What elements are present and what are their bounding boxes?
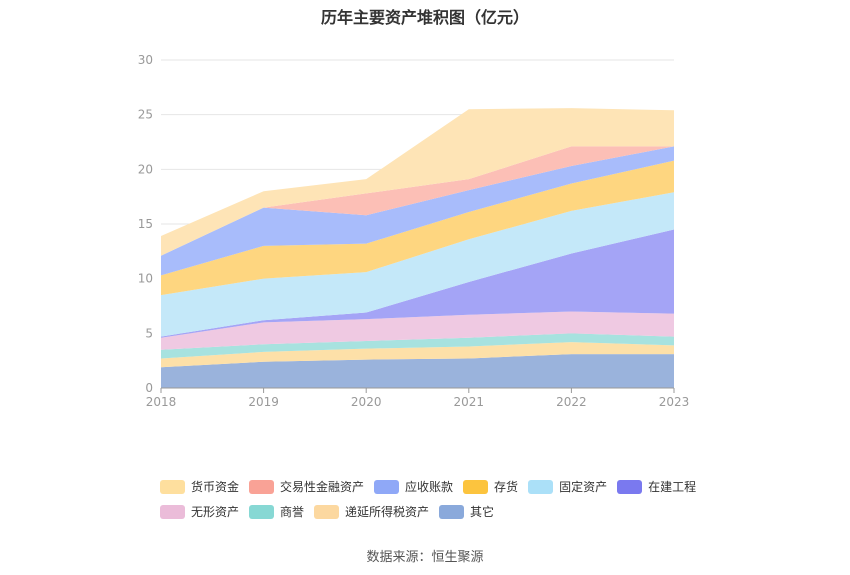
area-series-无形资产 (161, 311, 674, 350)
legend-item[interactable]: 存货 (463, 478, 518, 495)
legend-item[interactable]: 应收账款 (374, 478, 453, 495)
legend-swatch (463, 479, 489, 494)
legend-label: 在建工程 (648, 480, 697, 494)
area-series-在建工程 (161, 229, 674, 338)
x-tick-label: 2018 (146, 395, 177, 409)
area-series-其它 (161, 354, 674, 388)
data-source: 数据来源：恒生聚源 (366, 550, 484, 565)
legend-swatch (617, 479, 643, 494)
legend-item[interactable]: 固定资产 (528, 478, 607, 495)
legend-label: 递延所得税资产 (345, 505, 430, 519)
stacked-area-chart: 0 5 10 15 20 25 30 2018 2019 2020 2021 2022 2023 (138, 53, 690, 409)
area-series (161, 108, 674, 388)
area-series-货币资金 (161, 108, 674, 256)
area-series-递延所得税资产 (161, 342, 674, 368)
legend-swatch (160, 504, 185, 519)
y-tick-label: 20 (138, 162, 153, 176)
x-tick-label: 2020 (351, 395, 382, 409)
legend-swatch (374, 479, 400, 494)
y-tick-label: 15 (138, 217, 153, 231)
chart-title: 历年主要资产堆积图（亿元） (320, 8, 529, 27)
legend-label: 应收账款 (405, 480, 454, 494)
x-tick-label: 2023 (659, 395, 690, 409)
legend-item[interactable]: 无形资产 (160, 503, 239, 520)
area-series-应收账款 (161, 146, 674, 276)
legend-swatch (249, 504, 275, 519)
axes: 0 5 10 15 20 25 30 2018 2019 2020 2021 2022 2023 (138, 53, 690, 409)
legend-label: 商誉 (280, 505, 305, 519)
legend-label: 无形资产 (191, 505, 240, 519)
y-tick-label: 25 (138, 108, 153, 122)
legend-swatch (439, 504, 465, 519)
area-series-交易性金融资产 (161, 146, 674, 256)
legend-label: 货币资金 (191, 480, 240, 494)
y-tick-label: 30 (138, 53, 153, 67)
legend-swatch (528, 479, 554, 494)
legend-item[interactable]: 递延所得税资产 (314, 503, 429, 520)
y-tick-label: 10 (138, 272, 153, 286)
legend-item[interactable]: 其它 (439, 503, 494, 520)
legend-item[interactable]: 交易性金融资产 (249, 478, 364, 495)
legend-label: 存货 (494, 480, 519, 494)
x-tick-label: 2019 (248, 395, 279, 409)
area-series-商誉 (161, 333, 674, 359)
area-series-存货 (161, 160, 674, 296)
legend-swatch (314, 504, 340, 519)
legend-swatch (249, 479, 275, 494)
y-tick-label: 0 (145, 381, 153, 395)
legend-label: 固定资产 (559, 480, 608, 494)
y-tick-label: 5 (145, 326, 153, 340)
x-tick-label: 2021 (454, 395, 485, 409)
legend-label: 交易性金融资产 (280, 480, 365, 494)
legend-swatch (160, 479, 185, 494)
legend-row: 无形资产 商誉 递延所得税资产 其它 (160, 499, 720, 524)
legend-row: 货币资金 交易性金融资产 应收账款 存货 固定资产 在建工程 (160, 474, 720, 499)
legend-item[interactable]: 在建工程 (617, 478, 696, 495)
legend-item[interactable]: 商誉 (249, 503, 304, 520)
legend-label: 其它 (470, 505, 495, 519)
area-series-固定资产 (161, 192, 674, 337)
x-tick-label: 2022 (556, 395, 587, 409)
legend: 货币资金 交易性金融资产 应收账款 存货 固定资产 在建工程 无形资产 商誉 递延所得税资产 其… (160, 474, 720, 524)
legend-item[interactable]: 货币资金 (160, 478, 239, 495)
